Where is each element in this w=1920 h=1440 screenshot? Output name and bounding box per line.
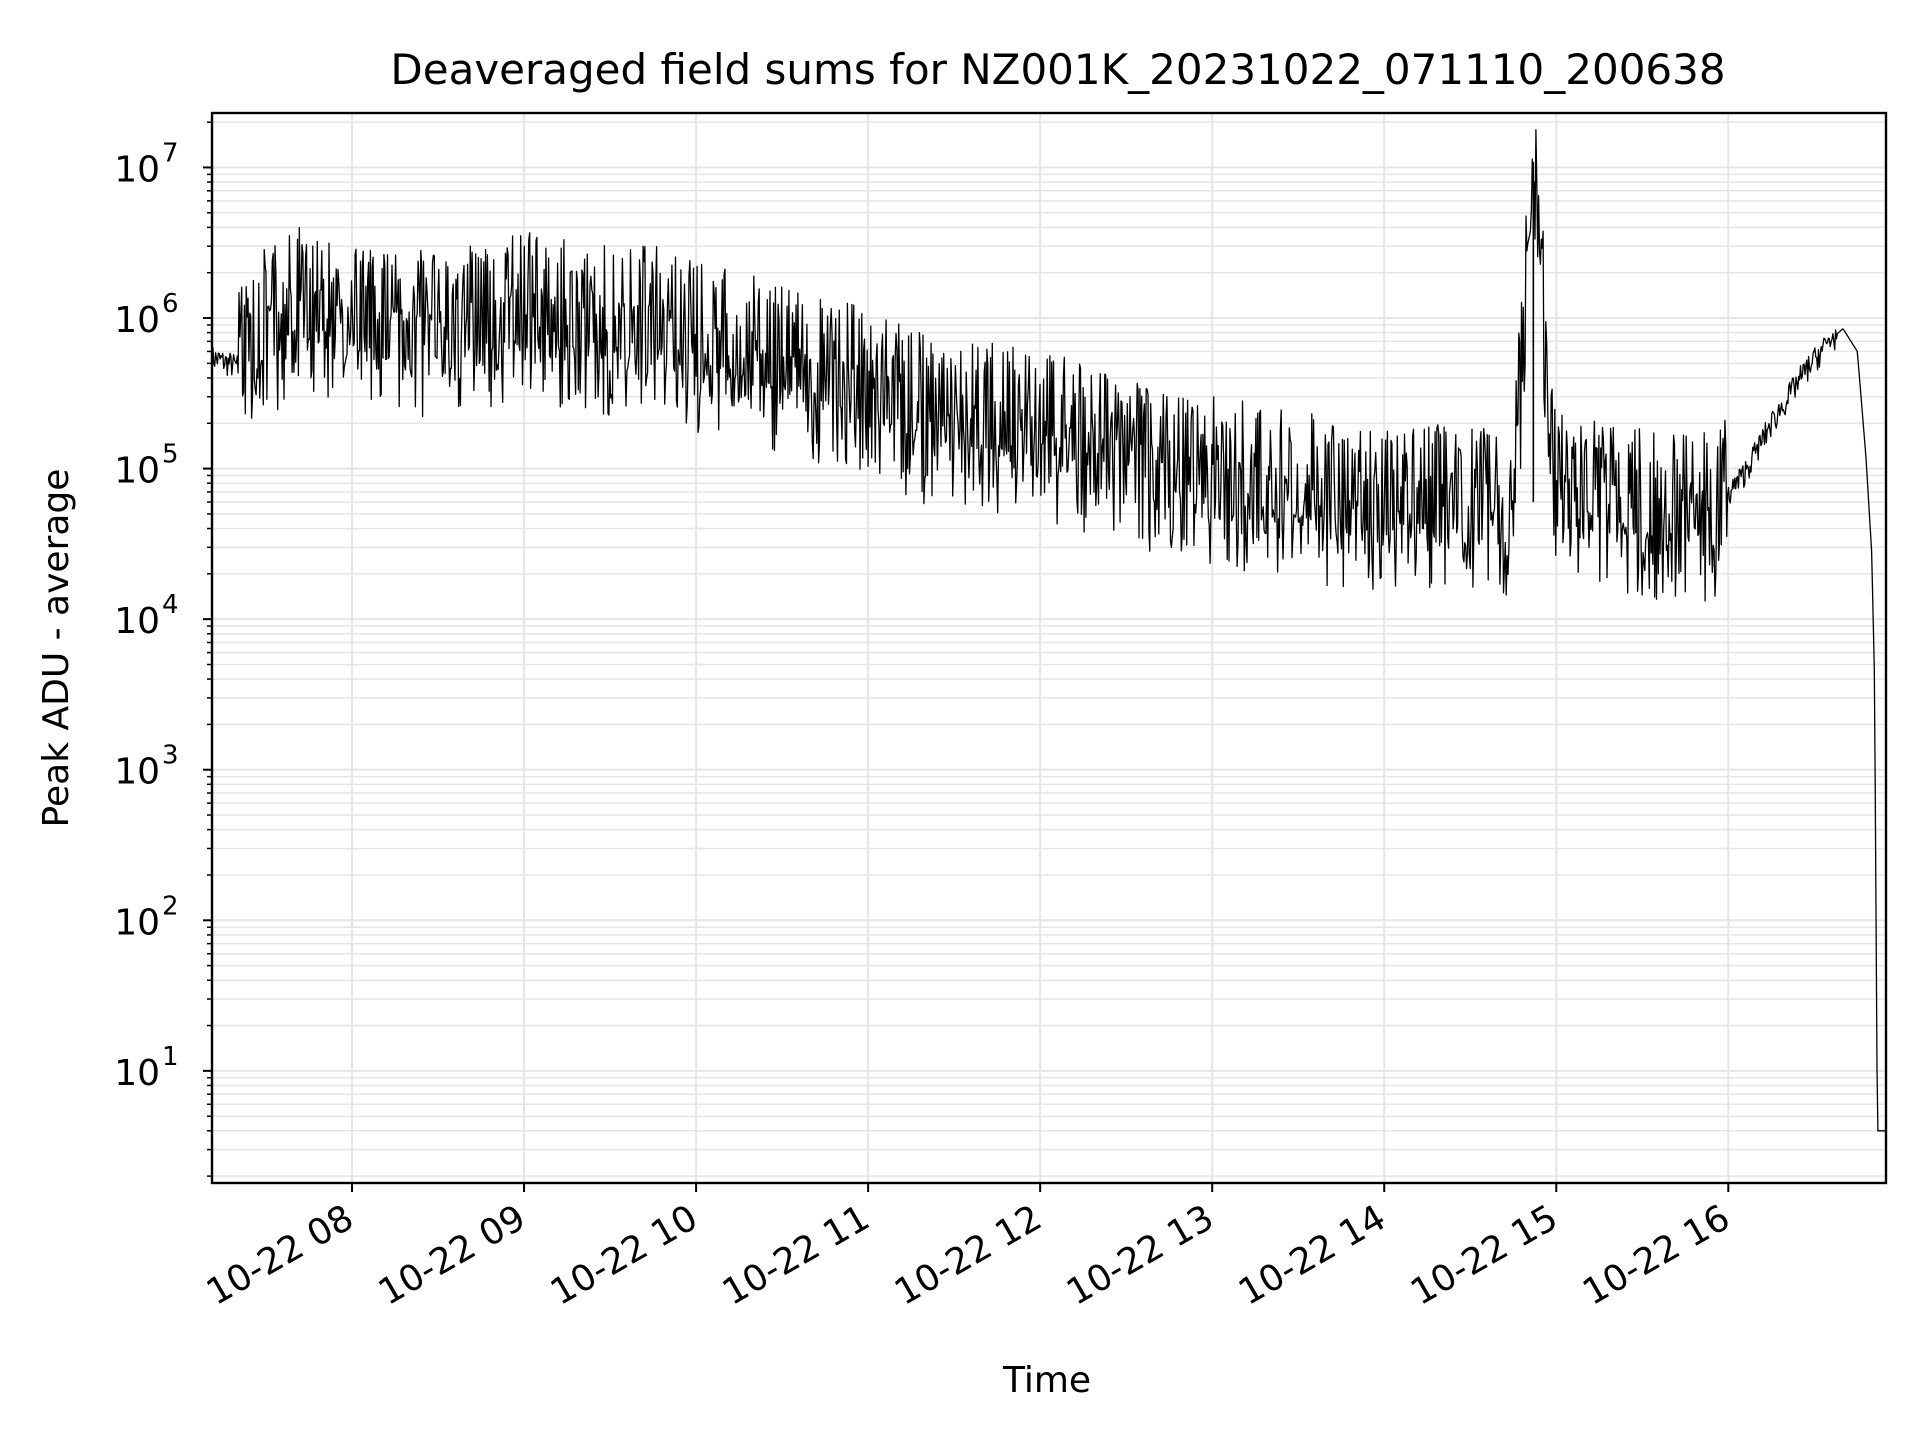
y-tick-label: 10 [114, 902, 160, 943]
y-axis-label: Peak ADU - average [36, 469, 77, 828]
series-trace [211, 129, 1886, 1132]
y-tick-exponent: 7 [162, 138, 179, 168]
y-tick-exponent: 6 [162, 289, 179, 319]
y-tick-label: 10 [114, 601, 160, 642]
plot-frame [210, 111, 1888, 1185]
y-tick-exponent: 2 [162, 891, 179, 921]
y-tick-exponent: 5 [162, 440, 179, 470]
series-line [211, 129, 1886, 1132]
y-tick-label: 10 [114, 752, 160, 793]
y-tick-exponent: 3 [162, 741, 179, 771]
chart-title: Deaveraged field sums for NZ001K_2023102… [390, 45, 1725, 94]
y-tick-label: 10 [114, 451, 160, 492]
y-tick-label: 10 [114, 300, 160, 341]
y-tick-exponent: 4 [162, 590, 179, 620]
y-tick-label: 10 [114, 149, 160, 190]
y-tick-exponent: 1 [162, 1042, 179, 1072]
y-tick-label: 10 [114, 1053, 160, 1094]
x-axis-label: Time [1002, 1360, 1091, 1401]
